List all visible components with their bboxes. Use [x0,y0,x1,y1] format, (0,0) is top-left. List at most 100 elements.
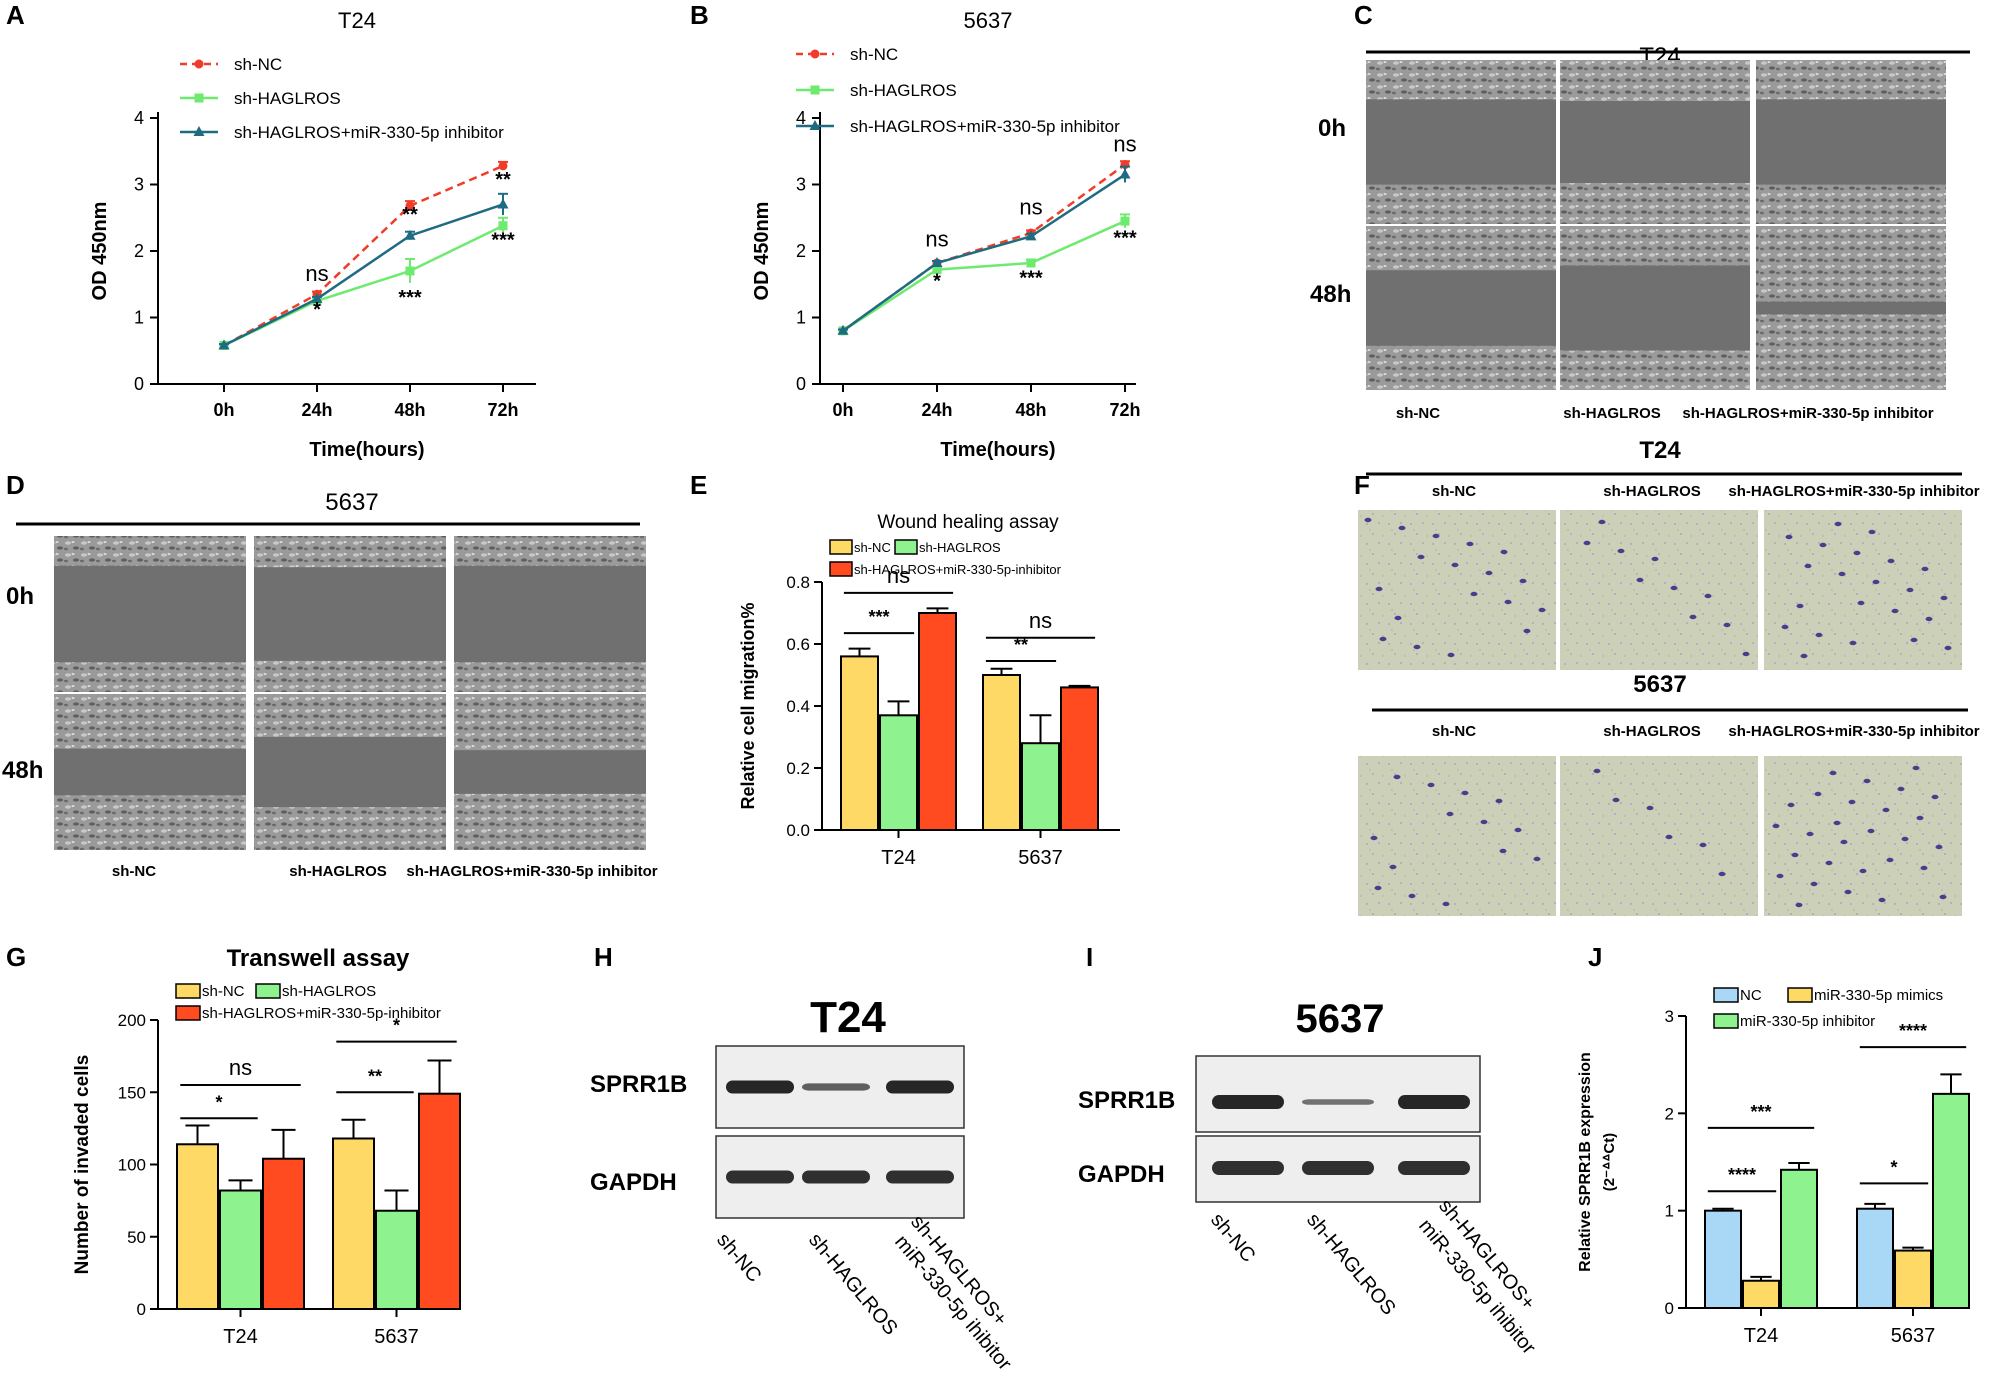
panel-e-significance: *** [868,607,889,627]
panel-f-stained-cell [1921,566,1929,572]
panel-label-b: B [690,0,709,30]
panel-e-significance: ns [1029,608,1052,633]
panel-j-y-label: Relative SPRR1B expression [1577,1052,1594,1272]
panel-label-h: H [594,942,613,972]
panel-d-scratch-gap [454,565,646,663]
panel-j-xtick-label: T24 [1744,1325,1778,1347]
panel-g-significance: ns [229,1055,252,1080]
panel-a-legend-marker [193,126,205,136]
panel-h-sprr1b-band [886,1080,954,1094]
panel-f-stained-cell [1897,786,1905,792]
panel-d-col-inhibitor: sh-HAGLROS+miR-330-5p inhibitor [406,863,657,880]
panel-f-stained-cell [1910,637,1918,643]
panel-g-significance: ** [368,1066,382,1086]
panel-i-band-gapdh: GAPDH [1078,1161,1165,1188]
panel-d-scratch-gap [54,748,246,796]
panel-j-bar [1742,1279,1780,1310]
panel-f-stained-cell [1891,608,1899,614]
panel-j-bar-chart: 0 1 2 3 T24 5637 Relative SPRR1B expression (2⁻… [1577,987,1970,1347]
panel-j-bar [1780,1168,1818,1309]
panel-i-lane-sh-haglros: sh-HAGLROS [1302,1209,1400,1319]
panel-a-legend-marker [194,93,204,103]
panel-b-ytick-label: 4 [796,108,806,128]
panel-f-stained-cell [1859,868,1867,874]
panel-g-ytick-label: 200 [118,1011,146,1030]
panel-e-xtick-label: T24 [881,847,915,869]
panel-f-stained-cell [1466,541,1474,547]
panel-f-stained-cell [1935,844,1943,850]
panel-f-stained-cell [1940,595,1948,601]
panel-f-stained-cell [1533,856,1541,862]
panel-f-stained-cell [1375,586,1383,592]
panel-e-y-label: Relative cell migration% [738,602,758,809]
panel-f-stained-cell [1538,607,1546,613]
panel-f-stained-cell [1857,600,1865,606]
panel-j-significance: *** [1750,1102,1771,1122]
panel-e-ytick-label: 0.8 [786,573,810,592]
panel-f-stained-cell [1394,615,1402,621]
panel-f-stained-cell [1370,835,1378,841]
panel-a-legend-label: sh-HAGLROS+miR-330-5p inhibitor [234,123,504,142]
panel-c-scratch-gap [1366,270,1556,346]
panel-f-stained-cell [1810,881,1818,887]
panel-a-ytick-label: 0 [134,374,144,394]
panel-a-point [405,266,415,276]
panel-g-xtick-label: T24 [223,1326,257,1348]
panel-f-stained-cell [1413,644,1421,650]
panel-a-legend-label: sh-NC [234,55,282,74]
panel-a-xtick-label: 48h [394,400,425,420]
panel-a-xtick-label: 24h [301,400,332,420]
panel-f-top-col-inhibitor: sh-HAGLROS+miR-330-5p inhibitor [1728,483,1979,500]
panel-f-stained-cell [1901,836,1909,842]
panel-f-stained-cell [1886,857,1894,863]
panel-g-significance: * [393,1016,400,1036]
panel-f-stained-cell [1776,873,1784,879]
panel-h-band-sprr1b: SPRR1B [590,1071,687,1098]
panel-h-band-gapdh: GAPDH [590,1169,677,1196]
panel-i-sprr1b-band [1212,1095,1284,1109]
panel-b-line-chart: 5637 0 1 2 3 4 0h 24h 48h 72h Time(hours) OD 450nm s… [751,8,1141,461]
panel-f-stained-cell [1461,790,1469,796]
panel-e-bar [879,714,918,831]
panel-f-stained-cell [1499,848,1507,854]
panel-g-bar [219,1189,262,1311]
panel-i-sprr1b-band [1398,1095,1470,1109]
panel-a-ytick-label: 3 [134,175,144,195]
panel-b-legend-label: sh-HAGLROS+miR-330-5p inhibitor [850,117,1120,136]
panel-f-stained-cell [1795,902,1803,908]
panel-b-legend-label: sh-HAGLROS [850,81,957,100]
panel-a-point [405,201,415,211]
panel-h-sprr1b-band [802,1083,870,1091]
panel-f-stained-cell [1825,860,1833,866]
panel-b-significance: ns [1113,131,1136,156]
panel-b-point [1119,168,1131,179]
panel-c-scratch-gap [1560,265,1750,351]
panel-f-stained-cell [1772,823,1780,829]
panel-e-legend-label: sh-NC [854,540,891,555]
panel-g-bar [176,1143,219,1311]
panel-g-legend-swatch [255,983,281,999]
panel-f-stained-cell [1840,839,1848,845]
panel-j-legend-label: miR-330-5p mimics [1814,987,1943,1004]
panel-d-title: 5637 [325,489,378,516]
panel-f-top-col-sh-nc: sh-NC [1432,483,1476,500]
panel-f-stained-cell [1844,889,1852,895]
panel-e-bar [982,674,1021,831]
panel-g-bar [418,1092,461,1310]
panel-b-point [837,324,849,335]
panel-f-stained-cell [1849,640,1857,646]
panel-d-scratch-gap [454,750,646,794]
panel-g-legend-swatch [175,1005,201,1021]
panel-i-title: 5637 [1296,997,1385,1041]
panel-b-legend-marker [810,85,820,95]
panel-b-xtick-label: 24h [921,400,952,420]
panel-f-stained-cell [1617,548,1625,554]
panel-f-stained-cell [1867,828,1875,834]
panel-h-title: T24 [810,993,886,1042]
panel-j-legend-label: miR-330-5p inhibitor [1740,1013,1875,1030]
panel-f-stained-cell [1593,768,1601,774]
panel-j-bar [1856,1207,1894,1309]
panel-b-point [931,256,943,267]
panel-b-legend-marker [810,49,820,59]
